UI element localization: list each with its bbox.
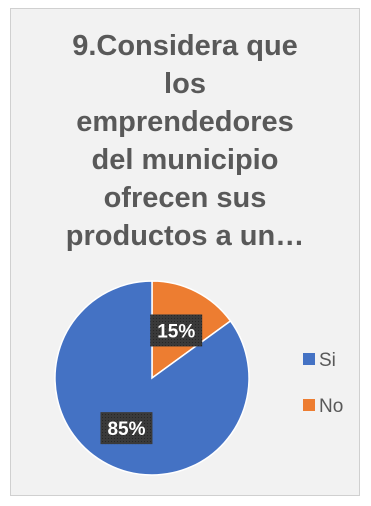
data-label-no: 15% — [150, 314, 203, 347]
legend-item-no: No — [303, 396, 343, 417]
data-label-si: 85% — [100, 412, 153, 445]
chart-title-line: del municipio — [91, 144, 279, 176]
data-label-text: 15% — [157, 321, 195, 342]
data-label-box — [100, 412, 153, 445]
legend-swatch — [303, 353, 315, 365]
legend-swatch — [303, 399, 315, 411]
chart-title-line: productos a un… — [65, 220, 305, 252]
chart-title-line: los — [164, 68, 206, 100]
chart-title-line: 9.Considera que — [72, 30, 298, 62]
data-label-box — [150, 314, 203, 347]
data-label-text: 85% — [107, 419, 145, 440]
legend-item-si: Si — [303, 350, 336, 371]
chart-title-line: emprendedores — [76, 106, 294, 138]
chart-title: 9.Considera que los emprendedores del mu… — [11, 27, 359, 255]
chart-title-line: ofrecen sus — [103, 182, 267, 214]
legend-label: Si — [319, 350, 336, 371]
legend-label: No — [319, 396, 343, 417]
